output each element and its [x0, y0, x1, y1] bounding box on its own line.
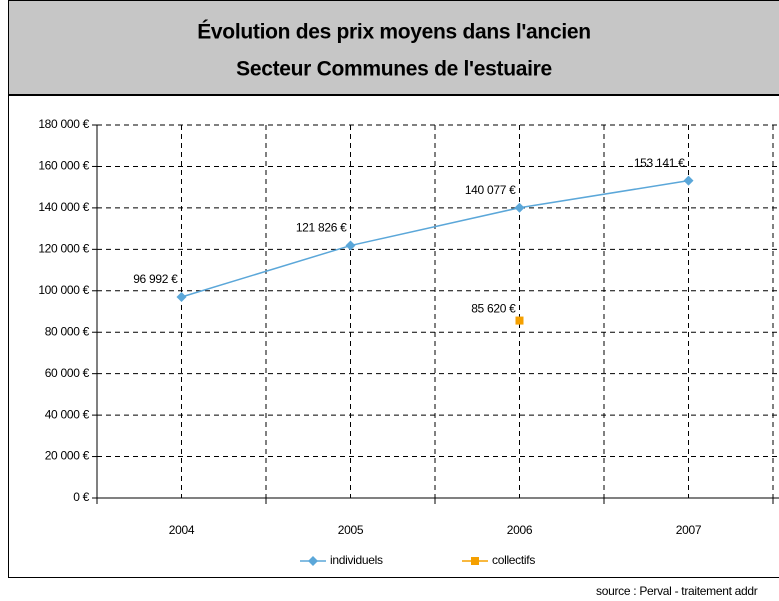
x-tick-label: 2007 [676, 523, 702, 537]
point [683, 175, 694, 186]
source: source : Perval - traitement addr [596, 584, 758, 598]
chart-title: Secteur Communes de l'estuaire [236, 58, 552, 81]
y-tick-label: 180 000 € [38, 117, 89, 131]
point [345, 240, 356, 251]
y-tick-label: 120 000 € [38, 242, 89, 256]
y-tick-label: 160 000 € [38, 159, 89, 173]
chart-title: Évolution des prix moyens dans l'ancien [197, 21, 591, 44]
y-tick-label: 80 000 € [45, 324, 90, 338]
y-tick-label: 60 000 € [45, 366, 90, 380]
y-tick-label: 100 000 € [38, 283, 89, 297]
point [515, 316, 524, 325]
legend-marker [308, 556, 318, 566]
chart-box [8, 95, 779, 578]
legend-label: collectifs [492, 553, 535, 567]
y-tick-label: 20 000 € [45, 449, 90, 463]
point [176, 292, 187, 303]
legend-marker [471, 557, 479, 565]
data-label: 140 077 € [465, 183, 516, 197]
data-label: 85 620 € [471, 302, 516, 316]
data-label: 121 826 € [296, 221, 347, 235]
x-tick-label: 2006 [507, 523, 533, 537]
data-label: 153 141 € [634, 156, 685, 170]
legend-label: individuels [330, 553, 383, 567]
x-tick-label: 2004 [169, 523, 195, 537]
data-label: 96 992 € [133, 272, 178, 286]
y-tick-label: 40 000 € [45, 407, 90, 421]
y-tick-label: 0 € [73, 490, 89, 504]
title-box [8, 0, 779, 95]
y-tick-label: 140 000 € [38, 200, 89, 214]
series-line [181, 179, 689, 298]
x-tick-label: 2005 [338, 523, 364, 537]
point [514, 202, 525, 213]
